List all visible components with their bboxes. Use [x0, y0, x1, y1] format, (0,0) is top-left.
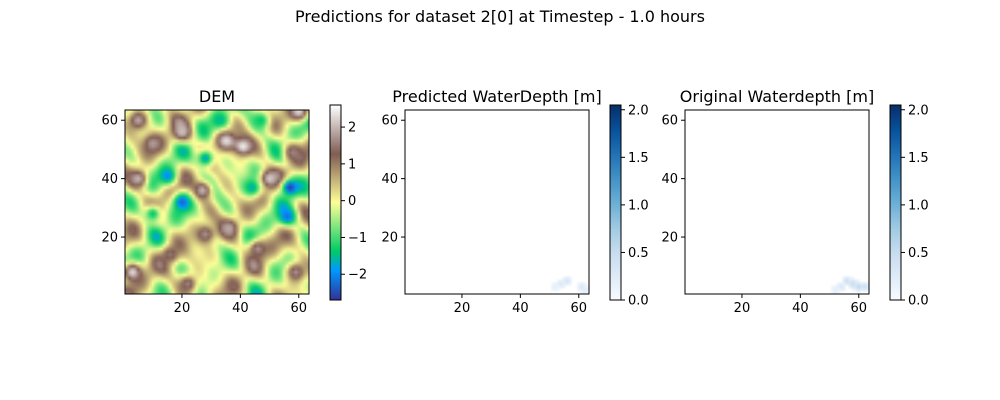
x-tick-label: 60 — [291, 301, 308, 316]
colorbar-tick-label: 2.0 — [628, 103, 649, 118]
panel-title: DEM — [199, 87, 235, 106]
colorbar-tick-label: 1.5 — [908, 151, 929, 166]
x-tick-label: 20 — [454, 301, 471, 316]
y-tick-label: 40 — [101, 172, 118, 187]
x-tick-label: 40 — [232, 301, 249, 316]
y-tick-label: 40 — [661, 172, 678, 187]
panel-2: Predicted WaterDepth [m] 20 40 60 20 40 60 0.0 0… — [381, 87, 648, 316]
colorbar-tick-label: −1 — [348, 231, 367, 246]
colorbar-tick-label: 0.0 — [628, 294, 649, 309]
colorbar-tick-label: 0 — [348, 194, 356, 209]
y-tick-label: 60 — [381, 114, 398, 129]
x-tick-label: 20 — [734, 301, 751, 316]
x-tick-label: 40 — [792, 301, 809, 316]
colorbar-gradient — [330, 105, 341, 300]
colorbar-gradient — [890, 105, 901, 300]
heatmap-image — [125, 110, 309, 294]
y-tick-label: 20 — [101, 231, 118, 246]
colorbar-tick-label: 0.5 — [628, 246, 649, 261]
colorbar-tick-label: 1 — [348, 157, 356, 172]
y-tick-label: 60 — [661, 114, 678, 129]
y-tick-label: 40 — [381, 172, 398, 187]
panel-title: Original Waterdepth [m] — [680, 87, 874, 106]
heatmap-image — [685, 110, 869, 294]
heatmap-image — [405, 110, 589, 294]
plot-frame — [124, 109, 310, 295]
figure-title: Predictions for dataset 2[0] at Timestep… — [295, 7, 705, 26]
colorbar-tick-label: −2 — [348, 268, 367, 283]
colorbar-tick-label: 0.0 — [908, 294, 929, 309]
colorbar-tick-label: 1.0 — [628, 198, 649, 213]
panel-1: DEM 20 40 60 20 40 60 −2 −1 0 1 2 — [101, 87, 367, 316]
colorbar-tick-label: 1.5 — [628, 151, 649, 166]
x-tick-label: 40 — [512, 301, 529, 316]
x-tick-label: 60 — [851, 301, 868, 316]
plot-frame — [404, 109, 590, 295]
y-tick-label: 20 — [381, 231, 398, 246]
colorbar-tick-label: 0.5 — [908, 246, 929, 261]
colorbar-gradient — [610, 105, 621, 300]
panels: DEM 20 40 60 20 40 60 −2 −1 0 1 2 Predicted WaterDep… — [101, 87, 928, 316]
x-tick-label: 20 — [174, 301, 191, 316]
panel-title: Predicted WaterDepth [m] — [392, 87, 601, 106]
colorbar-tick-label: 2 — [348, 121, 356, 136]
colorbar-frame — [609, 104, 622, 301]
y-tick-label: 20 — [661, 231, 678, 246]
plot-frame — [684, 109, 870, 295]
colorbar-tick-label: 1.0 — [908, 198, 929, 213]
colorbar-tick-label: 2.0 — [908, 103, 929, 118]
colorbar-frame — [329, 104, 342, 301]
panel-3: Original Waterdepth [m] 20 40 60 20 40 60 0.0 0.… — [661, 87, 928, 316]
colorbar-frame — [889, 104, 902, 301]
y-tick-label: 60 — [101, 114, 118, 129]
x-tick-label: 60 — [571, 301, 588, 316]
